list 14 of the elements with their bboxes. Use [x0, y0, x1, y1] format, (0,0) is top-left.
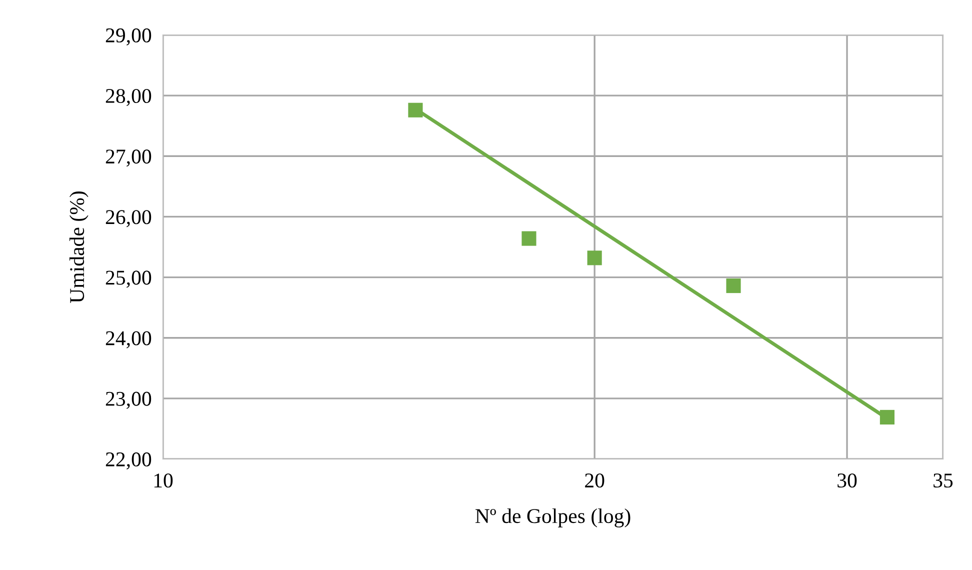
- y-tick-label: 25,00: [106, 270, 152, 288]
- y-tick-label: 26,00: [106, 210, 152, 228]
- y-tick-label: 28,00: [106, 88, 152, 106]
- y-axis-title: Umidade (%): [69, 192, 88, 303]
- x-tick-label: 10: [154, 473, 173, 488]
- x-axis-title: Nº de Golpes (log): [475, 508, 630, 528]
- y-tick-label: 27,00: [106, 150, 152, 167]
- x-tick-label: 35: [934, 474, 953, 488]
- x-tick-label: 30: [838, 473, 857, 488]
- y-tick-label: 24,00: [106, 331, 152, 348]
- x-tick-label: 20: [585, 473, 604, 488]
- y-tick-label: 23,00: [106, 392, 152, 409]
- y-tick-label: 29,00: [106, 28, 152, 46]
- y-tick-label: 22,00: [106, 452, 152, 470]
